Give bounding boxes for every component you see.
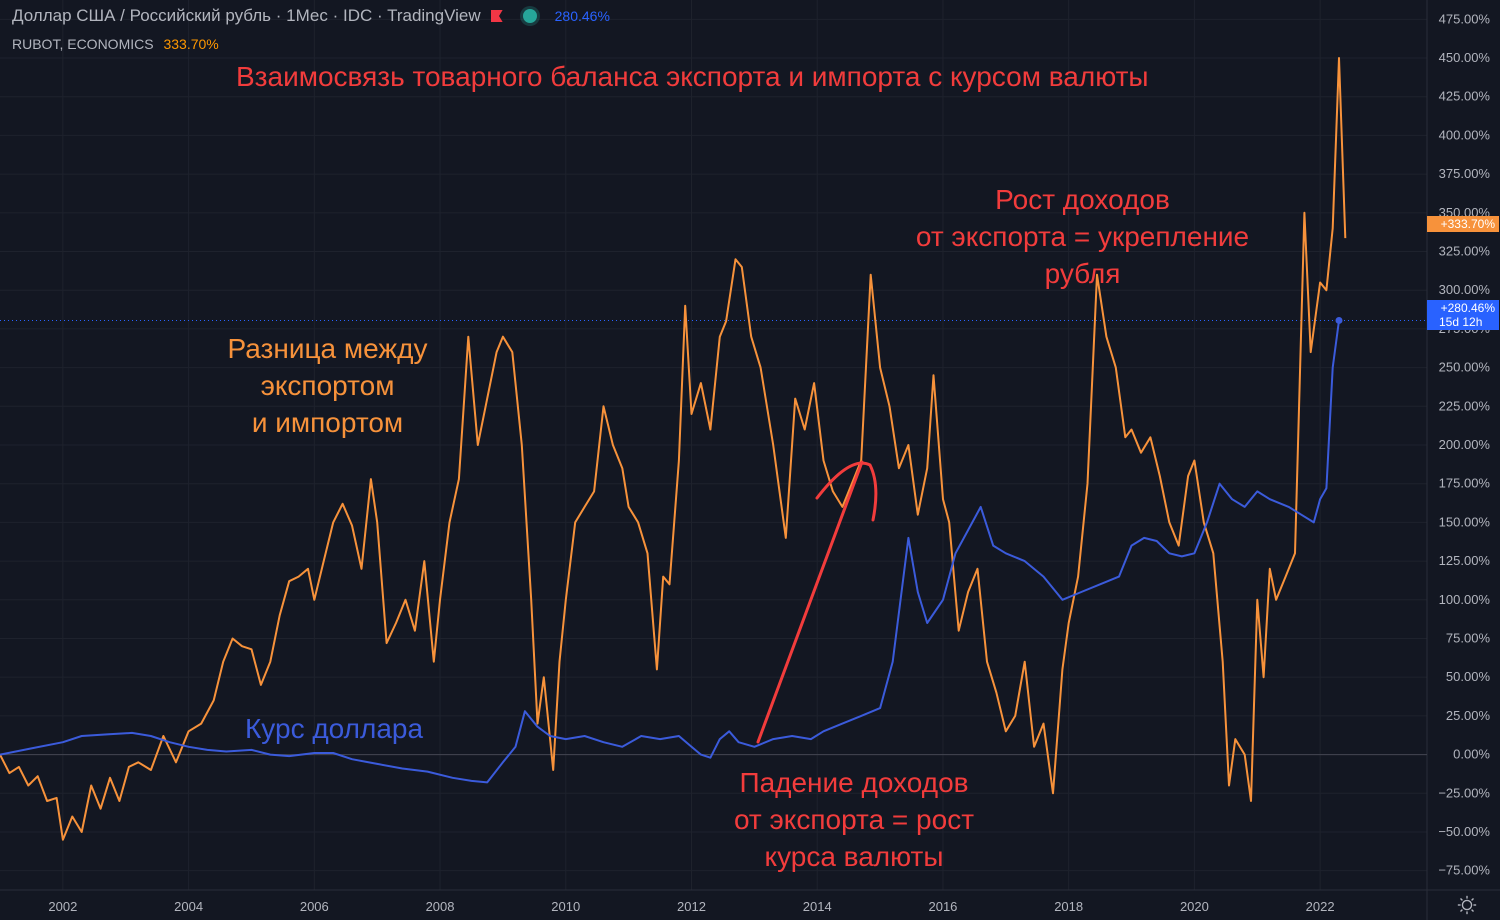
usd-rub-series-line [0, 320, 1340, 784]
symbol-change-value: 280.46% [554, 8, 610, 24]
annotation-fx-rate: Курс доллара [245, 713, 424, 744]
x-tick-label: 2016 [928, 899, 957, 914]
settings-gear-icon[interactable] [1456, 894, 1478, 916]
indicator-change-value: 333.70% [163, 36, 219, 52]
y-tick-label: 475.00% [1439, 11, 1491, 26]
indicator-legend-text[interactable]: RUBOT, ECONOMICS [12, 36, 154, 52]
y-tick-label: −50.00% [1438, 824, 1490, 839]
annotation-line: Рост доходов [995, 184, 1170, 215]
y-tick-label: 300.00% [1439, 282, 1491, 297]
y-tick-label: 325.00% [1439, 244, 1491, 259]
x-tick-label: 2010 [551, 899, 580, 914]
y-tick-label: 450.00% [1439, 50, 1491, 65]
market-status-icon [522, 9, 537, 23]
y-tick-label: 25.00% [1446, 708, 1491, 723]
annotation-arrows [756, 460, 878, 744]
symbol-legend[interactable]: Доллар США / Российский рубль · 1Мес · I… [12, 6, 610, 26]
flag-icon[interactable] [490, 10, 503, 22]
x-tick-label: 2002 [48, 899, 77, 914]
series-layer [0, 57, 1347, 841]
blue-countdown: 15d 12h [1439, 315, 1483, 329]
y-tick-label: 250.00% [1439, 360, 1491, 375]
annotation-line: Разница между [227, 333, 428, 364]
annotation-line: и импортом [251, 407, 404, 438]
annotation-line: от экспорта = укрепление [915, 221, 1250, 252]
annotation-line: Падение доходов [739, 767, 969, 798]
annotation-line: от экспорта = рост [733, 804, 975, 835]
x-tick-label: 2018 [1054, 899, 1083, 914]
y-tick-label: −25.00% [1438, 785, 1490, 800]
annotation-line: рубля [1044, 258, 1121, 289]
orange-last-value-badge: +333.70% [1427, 216, 1499, 232]
y-tick-label: 225.00% [1439, 398, 1491, 413]
usd-rub-last-point [1335, 316, 1343, 324]
y-tick-label: 375.00% [1439, 166, 1491, 181]
y-tick-label: 200.00% [1439, 437, 1491, 452]
annotation-export-rise: Рост доходов от экспорта = укрепление ру… [880, 181, 1285, 292]
chart-annotation-title: Взаимосвязь товарного баланса экспорта и… [236, 61, 1149, 92]
annotation-export-fall: Падение доходов от экспорта = рост курса… [705, 764, 1003, 875]
annotation-trade-balance: Разница между экспортом и импортом [200, 330, 455, 441]
x-tick-label: 2004 [174, 899, 203, 914]
x-tick-label: 2006 [300, 899, 329, 914]
y-tick-label: 50.00% [1446, 669, 1491, 684]
symbol-legend-text[interactable]: Доллар США / Российский рубль · 1Мес · I… [12, 6, 481, 25]
y-tick-label: 150.00% [1439, 514, 1491, 529]
trade-balance-series-line [0, 57, 1347, 841]
blue-last-value-badge: +280.46% 15d 12h [1427, 300, 1499, 330]
x-tick-label: 2008 [426, 899, 455, 914]
y-tick-label: 175.00% [1439, 476, 1491, 491]
y-axis[interactable]: −75.00% −50.00% −25.00% 0.00% 25.00% 50.00% 75… [1438, 11, 1490, 877]
x-tick-label: 2022 [1306, 899, 1335, 914]
y-tick-label: 75.00% [1446, 630, 1491, 645]
annotation-line: курса валюты [764, 841, 944, 872]
y-tick-label: 425.00% [1439, 89, 1491, 104]
y-tick-label: 0.00% [1453, 747, 1490, 762]
y-tick-label: 125.00% [1439, 553, 1491, 568]
blue-last-value: +280.46% [1440, 301, 1495, 315]
annotation-arrow-head [815, 461, 878, 522]
y-tick-label: −75.00% [1438, 863, 1490, 878]
x-tick-label: 2014 [803, 899, 832, 914]
annotation-line: экспортом [260, 370, 395, 401]
y-tick-label: 400.00% [1439, 127, 1491, 142]
x-tick-label: 2012 [677, 899, 706, 914]
indicator-legend[interactable]: RUBOT, ECONOMICS 333.70% [12, 36, 219, 52]
annotation-arrow-line [756, 460, 864, 744]
y-tick-label: 100.00% [1439, 592, 1491, 607]
x-tick-label: 2020 [1180, 899, 1209, 914]
x-axis[interactable]: 2002 2004 2006 2008 2010 2012 2014 2016 2018 2020… [48, 899, 1334, 914]
